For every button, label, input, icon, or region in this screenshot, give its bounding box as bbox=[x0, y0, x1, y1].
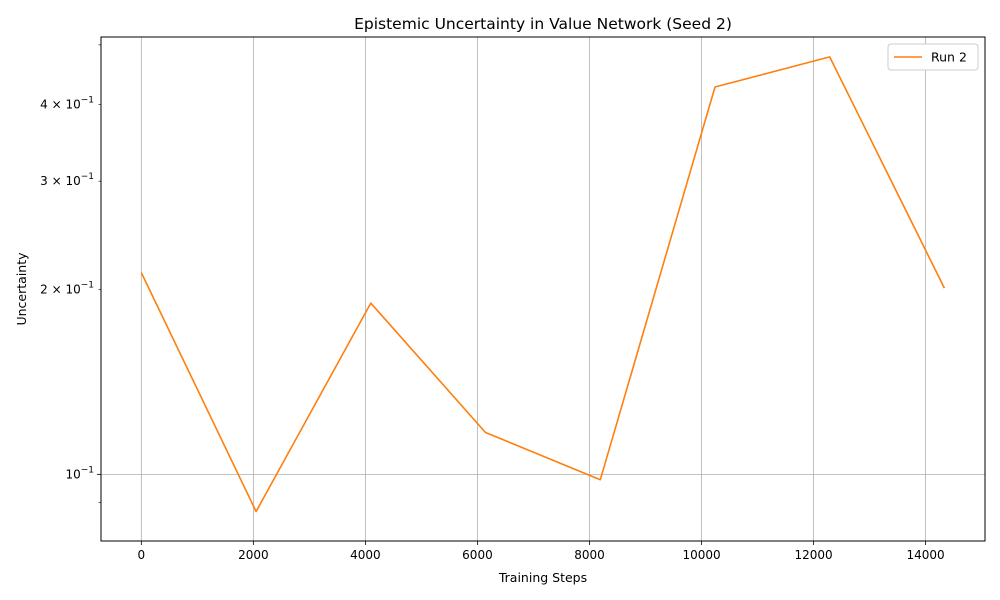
y-tick-label: 2 × 10−1 bbox=[40, 280, 94, 296]
chart-title: Epistemic Uncertainty in Value Network (… bbox=[354, 15, 732, 33]
x-tick-label: 4000 bbox=[350, 548, 381, 562]
legend-label-run-2: Run 2 bbox=[931, 50, 967, 65]
x-tick-label: 12000 bbox=[794, 548, 832, 562]
x-tick-label: 6000 bbox=[462, 548, 493, 562]
y-tick-label: 4 × 10−1 bbox=[40, 95, 94, 111]
x-tick-label: 2000 bbox=[238, 548, 269, 562]
legend: Run 2 bbox=[887, 43, 979, 71]
grid-lines bbox=[101, 37, 985, 541]
series-layer bbox=[140, 56, 946, 513]
x-axis-label: Training Steps bbox=[498, 570, 587, 585]
x-tick-label: 10000 bbox=[682, 548, 720, 562]
x-tick-label: 0 bbox=[138, 548, 146, 562]
y-axis-label: Uncertainty bbox=[14, 252, 29, 326]
x-axis-ticks: 0 2000 4000 6000 8000 10000 12000 14000 bbox=[138, 541, 945, 562]
series-line-run-2 bbox=[140, 56, 946, 513]
y-axis-ticks: 10−1 2 × 10−1 3 × 10−1 4 × 10−1 bbox=[40, 44, 101, 503]
x-tick-label: 14000 bbox=[907, 548, 945, 562]
y-tick-label: 10−1 bbox=[65, 465, 94, 481]
plot-frame bbox=[100, 36, 986, 542]
legend-box bbox=[887, 43, 979, 71]
x-tick-label: 8000 bbox=[574, 548, 605, 562]
y-tick-label: 3 × 10−1 bbox=[40, 172, 94, 188]
